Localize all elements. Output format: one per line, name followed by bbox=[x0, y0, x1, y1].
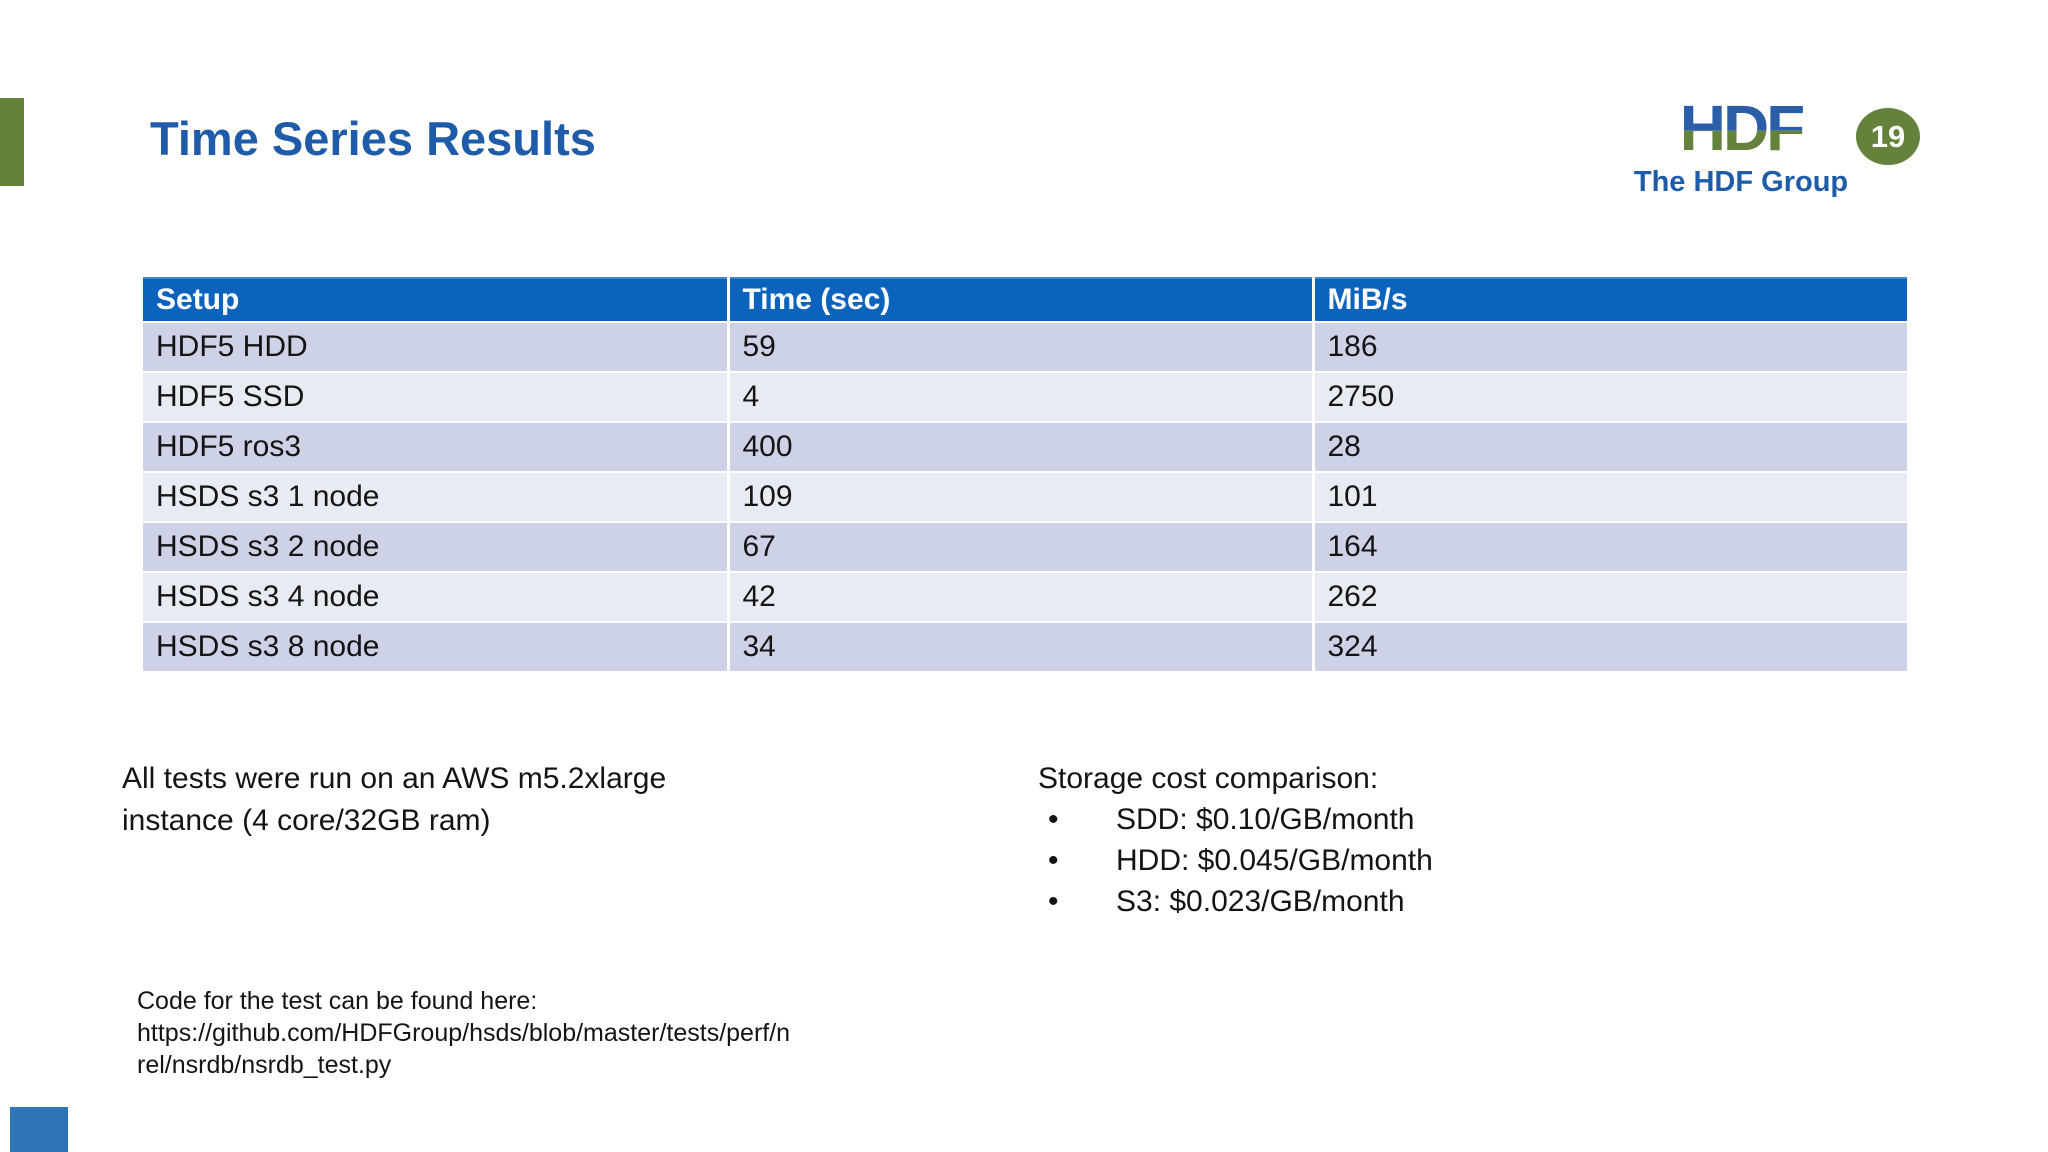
hdf-logo-mark: HDF HDF bbox=[1630, 94, 1852, 164]
cell-setup: HSDS s3 1 node bbox=[143, 471, 728, 522]
page-number-badge: 19 bbox=[1856, 108, 1920, 165]
cell-setup: HDF5 ros3 bbox=[143, 421, 728, 472]
storage-cost-title: Storage cost comparison: bbox=[1038, 762, 1379, 795]
cell-time: 42 bbox=[726, 571, 1313, 622]
storage-cost-item: • HDD: $0.045/GB/month bbox=[1038, 840, 1433, 881]
code-note-line: Code for the test can be found here: bbox=[137, 987, 538, 1015]
hdf-logo-mark-top: HDF bbox=[1679, 92, 1806, 164]
storage-cost-text: SDD: $0.10/GB/month bbox=[1116, 803, 1415, 836]
hdf-logo-caption: The HDF Group bbox=[1633, 166, 1849, 198]
cell-mibs: 28 bbox=[1311, 421, 1907, 472]
table-row: HSDS s3 2 node 67 164 bbox=[143, 521, 1907, 572]
cell-setup: HSDS s3 4 node bbox=[143, 571, 728, 622]
cell-mibs: 2750 bbox=[1311, 371, 1907, 422]
storage-cost-block: Storage cost comparison: • SDD: $0.10/GB… bbox=[1038, 758, 1433, 922]
cell-mibs: 186 bbox=[1311, 321, 1907, 372]
results-table: Setup Time (sec) MiB/s HDF5 HDD 59 186 H… bbox=[143, 277, 1907, 671]
hdf-logo-mark-bottom: HDF bbox=[1679, 92, 1806, 164]
table-row: HDF5 ros3 400 28 bbox=[143, 421, 1907, 472]
column-header-mibs: MiB/s bbox=[1311, 277, 1907, 322]
storage-cost-item: • S3: $0.023/GB/month bbox=[1038, 881, 1433, 922]
blue-accent-square bbox=[10, 1107, 68, 1152]
table-header-row: Setup Time (sec) MiB/s bbox=[143, 277, 1907, 322]
storage-cost-text: HDD: $0.045/GB/month bbox=[1116, 844, 1433, 877]
table-row: HDF5 HDD 59 186 bbox=[143, 321, 1907, 372]
page-number: 19 bbox=[1870, 118, 1906, 154]
code-link-url: rel/nsrdb/nsrdb_test.py bbox=[137, 1051, 392, 1079]
hdf-group-logo: HDF HDF The HDF Group bbox=[1630, 94, 1852, 199]
bullet-icon: • bbox=[1048, 803, 1059, 836]
table-row: HDF5 SSD 4 2750 bbox=[143, 371, 1907, 422]
aws-instance-note: All tests were run on an AWS m5.2xlarge … bbox=[122, 758, 666, 842]
cell-setup: HSDS s3 2 node bbox=[143, 521, 728, 572]
cell-mibs: 324 bbox=[1311, 621, 1907, 671]
cell-mibs: 262 bbox=[1311, 571, 1907, 622]
table-row: HSDS s3 4 node 42 262 bbox=[143, 571, 1907, 622]
table-row: HSDS s3 1 node 109 101 bbox=[143, 471, 1907, 522]
cell-setup: HDF5 SSD bbox=[143, 371, 728, 422]
cell-time: 400 bbox=[726, 421, 1313, 472]
cell-time: 34 bbox=[726, 621, 1313, 671]
page-title: Time Series Results bbox=[150, 112, 596, 165]
code-link-url: https://github.com/HDFGroup/hsds/blob/ma… bbox=[137, 1019, 791, 1047]
green-accent-bar bbox=[0, 98, 24, 186]
cell-time: 59 bbox=[726, 321, 1313, 372]
cell-time: 109 bbox=[726, 471, 1313, 522]
cell-setup: HSDS s3 8 node bbox=[143, 621, 728, 671]
bullet-icon: • bbox=[1048, 844, 1059, 877]
cell-time: 67 bbox=[726, 521, 1313, 572]
storage-cost-text: S3: $0.023/GB/month bbox=[1116, 885, 1405, 918]
aws-note-line: All tests were run on an AWS m5.2xlarge bbox=[122, 762, 667, 795]
cell-mibs: 101 bbox=[1311, 471, 1907, 522]
code-link-block: Code for the test can be found here: htt… bbox=[137, 985, 790, 1081]
cell-setup: HDF5 HDD bbox=[143, 321, 728, 372]
cell-time: 4 bbox=[726, 371, 1313, 422]
column-header-time: Time (sec) bbox=[726, 277, 1313, 322]
column-header-setup: Setup bbox=[143, 277, 728, 322]
cell-mibs: 164 bbox=[1311, 521, 1907, 572]
table-row: HSDS s3 8 node 34 324 bbox=[143, 621, 1907, 671]
storage-cost-item: • SDD: $0.10/GB/month bbox=[1038, 799, 1433, 840]
aws-note-line: instance (4 core/32GB ram) bbox=[122, 804, 491, 837]
bullet-icon: • bbox=[1048, 885, 1059, 918]
